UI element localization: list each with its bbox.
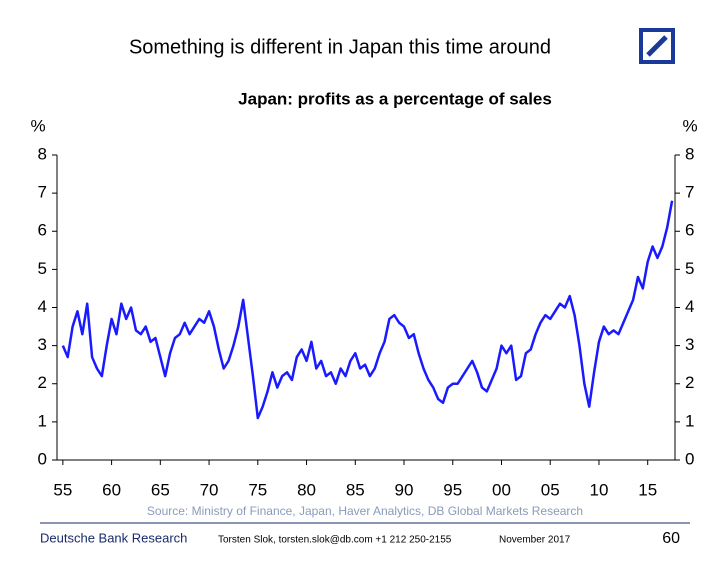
y-tick-label: 0: [38, 449, 47, 468]
x-tick-label: 60: [102, 480, 121, 499]
data-line: [61, 200, 674, 420]
y-axis-label: %: [30, 116, 45, 135]
slide-title: Something is different in Japan this tim…: [129, 36, 551, 58]
y-tick-label: 4: [38, 297, 47, 316]
y-tick-label: 1: [38, 411, 47, 430]
footer-date: November 2017: [499, 535, 571, 546]
db-logo: [639, 28, 675, 64]
x-tick-label: 05: [541, 480, 560, 499]
x-tick-label: 10: [590, 480, 609, 499]
y-tick-label: 8: [38, 144, 47, 163]
y2-tick-label: 6: [685, 221, 694, 240]
y-tick-label: 7: [38, 183, 47, 202]
x-tick-label: 85: [346, 480, 365, 499]
logo-box: [639, 28, 675, 64]
x-tick-label: 80: [297, 480, 316, 499]
logo-slash: [646, 35, 668, 57]
y2-tick-label: 0: [685, 449, 694, 468]
footer-brand: Deutsche Bank Research: [40, 530, 187, 545]
y2-tick-label: 7: [685, 183, 694, 202]
footer-page: 60: [662, 530, 680, 547]
y-tick-label: 6: [38, 221, 47, 240]
x-tick-label: 70: [200, 480, 219, 499]
x-tick-label: 00: [492, 480, 511, 499]
y2-tick-label: 1: [685, 411, 694, 430]
y2-axis-label: %: [682, 116, 697, 135]
y2-tick-label: 4: [685, 297, 694, 316]
y-tick-label: 2: [38, 373, 47, 392]
x-tick-label: 65: [151, 480, 170, 499]
x-tick-label: 75: [248, 480, 267, 499]
x-tick-label: 55: [53, 480, 72, 499]
y2-tick-label: 3: [685, 335, 694, 354]
y-tick-label: 5: [38, 259, 47, 278]
x-tick-label: 90: [395, 480, 414, 499]
source: Source: Ministry of Finance, Japan, Have…: [147, 504, 583, 518]
chart-title: Japan: profits as a percentage of sales: [238, 89, 552, 108]
x-tick-label: 15: [638, 480, 657, 499]
y2-tick-label: 8: [685, 144, 694, 163]
x-tick-label: 95: [443, 480, 462, 499]
y2-tick-label: 5: [685, 259, 694, 278]
footer-author: Torsten Slok, torsten.slok@db.com +1 212…: [218, 535, 452, 546]
y-tick-label: 3: [38, 335, 47, 354]
y2-tick-label: 2: [685, 373, 694, 392]
